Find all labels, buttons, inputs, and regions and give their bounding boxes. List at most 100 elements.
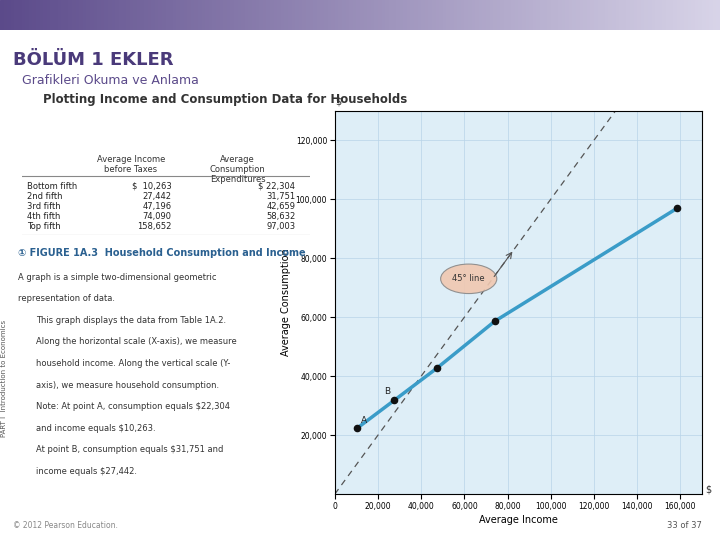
Text: Average Income
before Taxes: Average Income before Taxes (97, 154, 165, 174)
Bar (238, 0, 241, 30)
Bar (104, 0, 108, 30)
Bar (241, 0, 245, 30)
Bar (202, 0, 205, 30)
Text: 3rd fifth: 3rd fifth (27, 202, 61, 211)
Bar (637, 0, 641, 30)
Bar (173, 0, 176, 30)
Bar (61, 0, 65, 30)
Bar (112, 0, 115, 30)
Bar (623, 0, 626, 30)
Bar (230, 0, 234, 30)
Bar (209, 0, 212, 30)
Bar (306, 0, 310, 30)
Text: Grafikleri Okuma ve Anlama: Grafikleri Okuma ve Anlama (22, 74, 199, 87)
Text: 58,632: 58,632 (266, 212, 295, 221)
Bar (634, 0, 637, 30)
Text: © 2012 Pearson Education.: © 2012 Pearson Education. (13, 521, 118, 530)
Bar (504, 0, 508, 30)
Bar (648, 0, 652, 30)
Bar (450, 0, 454, 30)
Bar (11, 0, 14, 30)
Y-axis label: Average Consumption: Average Consumption (282, 248, 292, 356)
Bar (569, 0, 572, 30)
Bar (54, 0, 58, 30)
Text: and income equals $10,263.: and income equals $10,263. (36, 424, 156, 433)
Bar (76, 0, 79, 30)
Bar (716, 0, 720, 30)
Bar (580, 0, 583, 30)
Bar (212, 0, 216, 30)
Bar (223, 0, 227, 30)
Bar (227, 0, 230, 30)
Text: axis), we measure household consumption.: axis), we measure household consumption. (36, 381, 219, 390)
Bar (464, 0, 468, 30)
Bar (576, 0, 580, 30)
Bar (220, 0, 223, 30)
Bar (137, 0, 140, 30)
Bar (684, 0, 688, 30)
Bar (515, 0, 518, 30)
Bar (72, 0, 76, 30)
Bar (349, 0, 353, 30)
Text: B: B (384, 387, 390, 396)
Bar (670, 0, 673, 30)
Bar (310, 0, 313, 30)
Bar (14, 0, 18, 30)
Bar (490, 0, 493, 30)
Text: BÖLÜM 1 EKLER: BÖLÜM 1 EKLER (13, 51, 174, 69)
Bar (216, 0, 220, 30)
Bar (295, 0, 299, 30)
Bar (472, 0, 475, 30)
Bar (101, 0, 104, 30)
Bar (320, 0, 324, 30)
Bar (79, 0, 83, 30)
Bar (562, 0, 565, 30)
Bar (68, 0, 72, 30)
Bar (590, 0, 594, 30)
Bar (655, 0, 659, 30)
Bar (508, 0, 511, 30)
Bar (65, 0, 68, 30)
Bar (338, 0, 342, 30)
Bar (659, 0, 662, 30)
Bar (248, 0, 252, 30)
Bar (598, 0, 601, 30)
Bar (641, 0, 644, 30)
Bar (342, 0, 346, 30)
Bar (680, 0, 684, 30)
Bar (695, 0, 698, 30)
Text: Average
Consumption
Expenditures: Average Consumption Expenditures (210, 154, 266, 184)
Bar (22, 0, 25, 30)
Bar (482, 0, 486, 30)
Bar (652, 0, 655, 30)
Bar (400, 0, 403, 30)
Bar (432, 0, 436, 30)
Bar (594, 0, 598, 30)
Text: Along the horizontal scale (X-axis), we measure: Along the horizontal scale (X-axis), we … (36, 338, 237, 347)
Bar (256, 0, 259, 30)
Bar (252, 0, 256, 30)
Bar (403, 0, 407, 30)
Text: 45° line: 45° line (452, 274, 485, 284)
Bar (346, 0, 349, 30)
Bar (526, 0, 529, 30)
Bar (288, 0, 292, 30)
Bar (709, 0, 713, 30)
Text: representation of data.: representation of data. (18, 294, 115, 303)
Bar (436, 0, 439, 30)
Bar (468, 0, 472, 30)
Bar (454, 0, 457, 30)
Bar (274, 0, 277, 30)
Bar (158, 0, 162, 30)
Bar (425, 0, 428, 30)
Bar (587, 0, 590, 30)
Bar (97, 0, 101, 30)
Bar (497, 0, 500, 30)
Bar (493, 0, 497, 30)
Bar (90, 0, 94, 30)
Bar (115, 0, 119, 30)
Bar (43, 0, 47, 30)
Bar (713, 0, 716, 30)
Text: 74,090: 74,090 (143, 212, 171, 221)
Bar (299, 0, 302, 30)
